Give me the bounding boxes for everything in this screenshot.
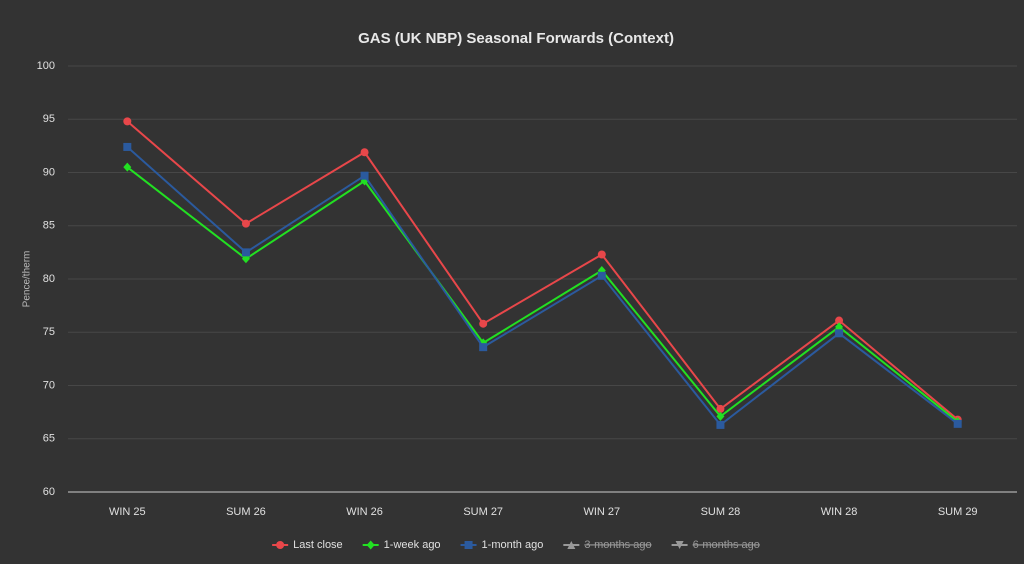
x-tick-label: WIN 27 bbox=[583, 506, 620, 518]
legend: Last close 1-week ago 1-month ago 3-months … bbox=[272, 539, 760, 551]
chart-title: GAS (UK NBP) Seasonal Forwards (Context) bbox=[358, 30, 674, 47]
marker bbox=[597, 250, 606, 259]
x-tick-label: SUM 26 bbox=[226, 506, 266, 518]
legend-label: 1-week ago bbox=[384, 539, 441, 551]
marker bbox=[241, 248, 250, 257]
legend-item[interactable]: 3-months ago bbox=[563, 539, 652, 551]
x-tick-label: WIN 25 bbox=[109, 506, 146, 518]
marker bbox=[360, 171, 369, 180]
legend-item[interactable]: 1-week ago bbox=[362, 539, 441, 551]
y-tick-label: 65 bbox=[43, 433, 55, 445]
marker bbox=[123, 117, 132, 126]
marker bbox=[464, 541, 473, 549]
marker bbox=[241, 219, 250, 228]
legend-item[interactable]: Last close bbox=[272, 539, 343, 551]
y-tick-label: 70 bbox=[43, 379, 55, 391]
marker bbox=[716, 420, 725, 429]
legend-label: 3-months ago bbox=[584, 539, 651, 551]
marker bbox=[241, 254, 250, 264]
y-tick-label: 100 bbox=[37, 60, 55, 72]
marker bbox=[716, 411, 725, 421]
marker bbox=[716, 404, 725, 413]
marker bbox=[835, 316, 844, 325]
x-tick-label: SUM 27 bbox=[463, 506, 503, 518]
marker bbox=[835, 322, 844, 332]
marker bbox=[366, 540, 375, 550]
legend-item[interactable]: 1-month ago bbox=[460, 539, 544, 551]
marker bbox=[123, 162, 132, 172]
legend-label: 1-month ago bbox=[482, 539, 544, 551]
marker bbox=[123, 142, 132, 151]
marker bbox=[567, 541, 576, 549]
x-tick-label: SUM 28 bbox=[701, 506, 741, 518]
marker bbox=[479, 343, 488, 352]
legend-item[interactable]: 6-months ago bbox=[671, 539, 760, 551]
marker bbox=[953, 419, 962, 428]
x-tick-label: WIN 26 bbox=[346, 506, 383, 518]
series-line bbox=[126, 146, 959, 427]
y-tick-label: 80 bbox=[43, 273, 55, 285]
y-axis-label: Pence/therm bbox=[22, 251, 33, 308]
x-tick-label: WIN 28 bbox=[821, 506, 858, 518]
marker bbox=[276, 541, 285, 549]
y-tick-label: 75 bbox=[43, 326, 55, 338]
marker bbox=[835, 329, 844, 338]
y-tick-label: 85 bbox=[43, 220, 55, 232]
legend-label: Last close bbox=[293, 539, 343, 551]
marker bbox=[360, 148, 369, 157]
y-tick-label: 95 bbox=[43, 113, 55, 125]
series-line bbox=[126, 120, 959, 421]
marker bbox=[675, 541, 684, 549]
series-line bbox=[126, 166, 959, 423]
marker bbox=[479, 319, 488, 328]
marker bbox=[597, 271, 606, 280]
y-tick-label: 60 bbox=[43, 486, 55, 498]
legend-label: 6-months ago bbox=[693, 539, 760, 551]
y-tick-label: 90 bbox=[43, 166, 55, 178]
x-tick-label: SUM 29 bbox=[938, 506, 978, 518]
